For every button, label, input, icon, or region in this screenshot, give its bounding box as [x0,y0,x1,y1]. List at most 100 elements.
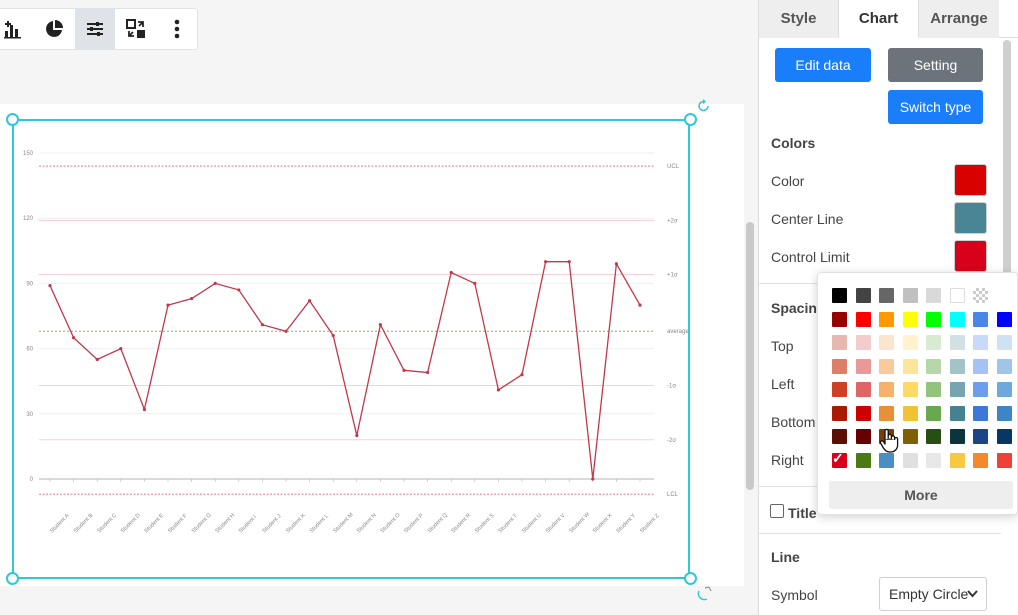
edit-data-button[interactable]: Edit data [775,48,871,82]
color-cell[interactable] [926,288,941,303]
color-cell[interactable] [832,358,847,374]
control-limit-swatch[interactable] [954,240,987,272]
resize-handle-top-left[interactable] [6,113,19,126]
color-cell[interactable] [926,311,941,327]
center-line-swatch[interactable] [954,202,987,234]
color-cell[interactable] [926,405,941,421]
color-cell[interactable] [973,405,988,421]
color-cell[interactable] [832,382,847,397]
color-swatch[interactable] [954,164,987,196]
color-cell[interactable] [973,358,988,374]
color-cell[interactable] [973,429,988,444]
color-cell[interactable] [832,405,847,421]
canvas-scrollbar[interactable] [746,222,754,490]
color-cell[interactable] [996,452,1012,468]
color-cell[interactable] [973,382,988,397]
color-cell[interactable] [949,358,965,374]
color-cell[interactable] [879,288,894,303]
color-cell[interactable] [855,382,871,397]
x-tick-label: Student Q [427,512,450,535]
resize-handle-bottom-right[interactable] [684,572,697,585]
color-cell[interactable] [855,311,871,327]
resize-corner-icon[interactable] [697,585,713,601]
color-cell[interactable] [996,405,1012,421]
more-options-button[interactable] [156,8,197,50]
color-cell[interactable] [832,335,847,350]
color-cell[interactable] [902,382,918,397]
color-cell[interactable] [949,405,965,421]
color-cell[interactable] [902,429,918,444]
tab-arrange[interactable]: Arrange [919,0,999,38]
color-cell[interactable] [832,288,847,303]
control-line-label: +1σ [667,273,678,279]
color-cell[interactable] [926,358,941,374]
add-chart-button[interactable] [0,8,34,50]
color-cell[interactable] [902,335,918,350]
color-cell[interactable] [879,382,894,397]
color-cell[interactable] [996,358,1012,374]
more-colors-button[interactable]: More [829,481,1013,509]
rotate-icon[interactable] [697,99,711,113]
chart-toolbar [0,8,198,50]
color-cell[interactable] [996,311,1012,327]
resize-handle-bottom-left[interactable] [6,572,19,585]
color-cell[interactable] [879,311,894,327]
x-tick-label: Student N [356,513,378,535]
pie-chart-button[interactable] [34,8,75,50]
color-cell[interactable] [855,405,871,421]
color-cell[interactable] [902,452,918,468]
color-cell[interactable] [926,452,941,468]
color-cell[interactable] [855,429,871,444]
color-cell[interactable] [996,382,1012,397]
control-line-label: average [667,329,688,335]
color-cell[interactable] [832,429,847,444]
resize-handle-top-right[interactable] [684,113,697,126]
data-point [213,281,217,285]
symbol-select[interactable]: Empty Circle [879,577,987,611]
color-cell[interactable] [926,335,941,350]
color-cell[interactable] [996,429,1012,444]
control-line-label: LCL [667,492,679,498]
color-cell[interactable] [855,288,871,303]
color-cell[interactable] [879,452,894,468]
color-cell[interactable] [949,452,965,468]
chart-settings-button[interactable] [74,8,116,50]
color-cell[interactable] [949,288,965,303]
color-cell[interactable] [926,382,941,397]
setting-button[interactable]: Setting [888,48,983,82]
color-cell[interactable] [879,358,894,374]
chart-card[interactable] [0,104,744,586]
color-cell[interactable] [973,311,988,327]
tab-chart[interactable]: Chart [839,0,919,38]
color-cell[interactable] [832,311,847,327]
color-cell[interactable] [902,358,918,374]
title-checkbox[interactable] [770,504,784,518]
color-cell[interactable]: ✓ [832,450,847,468]
panel-scrollbar[interactable] [1003,40,1011,300]
color-cell[interactable] [855,358,871,374]
color-cell[interactable] [902,311,918,327]
color-cell[interactable] [855,335,871,350]
canvas-area[interactable]: 0 30 60 90 120 150 UCL +2σ +1σ average -1σ -2σ LCL St… [0,0,758,615]
color-cell[interactable] [949,429,965,444]
switch-type-button[interactable]: Switch type [888,90,983,124]
swap-chart-button[interactable] [115,8,156,50]
color-cell[interactable] [926,429,941,444]
spacing-section-title: Spacing [771,300,826,316]
control-chart[interactable]: 0 30 60 90 120 150 UCL +2σ +1σ average -1σ -2σ LCL St… [14,121,688,577]
color-cell[interactable] [855,452,871,468]
symbol-select-value: Empty Circle [889,586,969,602]
transparent-color-cell[interactable] [973,288,988,303]
color-cell[interactable] [949,335,965,350]
color-cell[interactable] [902,288,918,303]
color-cell[interactable] [879,335,894,350]
color-cell[interactable] [949,311,965,327]
color-cell[interactable] [879,405,894,421]
color-cell[interactable] [996,335,1012,350]
color-cell[interactable] [973,452,988,468]
color-cell[interactable] [949,382,965,397]
color-cell[interactable] [973,335,988,350]
tab-style[interactable]: Style [759,0,839,38]
color-cell[interactable] [902,405,918,421]
title-checkbox-label: Title [788,505,817,521]
